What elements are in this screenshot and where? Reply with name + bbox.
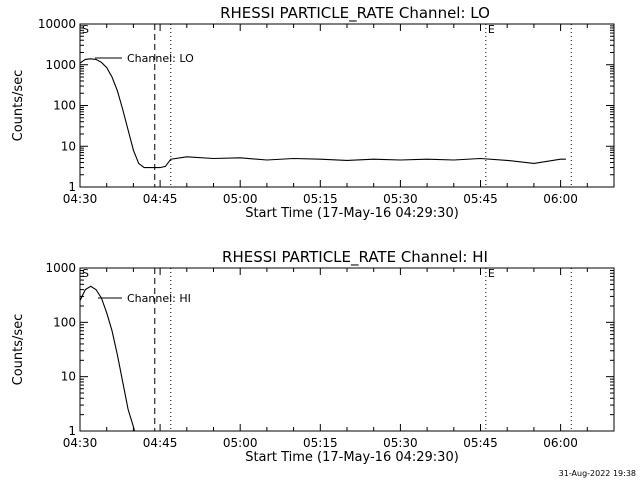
x-tick-label: 04:45	[143, 192, 178, 206]
footer-timestamp: 31-Aug-2022 19:38	[559, 469, 636, 478]
chart-title: RHESSI PARTICLE_RATE Channel: HI	[222, 248, 488, 267]
marker-e: E	[488, 267, 495, 280]
marker-s: S	[82, 267, 89, 280]
marker-e: E	[488, 23, 495, 36]
x-tick-label: 05:00	[223, 436, 258, 450]
x-tick-label: 05:30	[383, 436, 418, 450]
series-line	[80, 285, 136, 431]
x-tick-label: 05:15	[303, 192, 338, 206]
series-line	[80, 58, 566, 169]
y-tick-label: 10000	[38, 17, 76, 31]
x-tick-label: 06:00	[543, 192, 578, 206]
y-tick-label: 100	[53, 99, 76, 113]
y-tick-label: 1	[68, 180, 76, 194]
x-axis-label: Start Time (17-May-16 04:29:30)	[245, 450, 459, 465]
y-axis-label: Counts/sec	[11, 70, 26, 142]
x-tick-label: 06:00	[543, 436, 578, 450]
x-tick-label: 05:15	[303, 436, 338, 450]
x-tick-label: 05:45	[463, 192, 498, 206]
y-tick-label: 1000	[45, 58, 76, 72]
x-tick-label: 04:30	[63, 436, 98, 450]
chart-title: RHESSI PARTICLE_RATE Channel: LO	[220, 4, 490, 23]
x-tick-label: 04:30	[63, 192, 98, 206]
y-tick-label: 10	[61, 139, 76, 153]
y-tick-label: 1	[68, 424, 76, 438]
chart-panel-1: RHESSI PARTICLE_RATE Channel: HI 04:30 04:…	[11, 248, 615, 465]
x-axis-label: Start Time (17-May-16 04:29:30)	[245, 206, 459, 221]
marker-s: S	[82, 23, 89, 36]
plot-frame	[79, 23, 615, 188]
x-tick-label: 05:45	[463, 436, 498, 450]
y-tick-label: 1000	[45, 261, 76, 275]
x-tick-label: 05:30	[383, 192, 418, 206]
x-tick-label: 04:45	[143, 436, 178, 450]
chart-panel-0: RHESSI PARTICLE_RATE Channel: LO 04:30 04:…	[11, 4, 615, 221]
y-tick-label: 100	[53, 315, 76, 329]
series-label: Channel: HI	[127, 292, 191, 305]
y-tick-label: 10	[61, 370, 76, 384]
x-tick-label: 05:00	[223, 192, 258, 206]
series-label: Channel: LO	[127, 52, 194, 65]
y-axis-label: Counts/sec	[11, 314, 26, 386]
